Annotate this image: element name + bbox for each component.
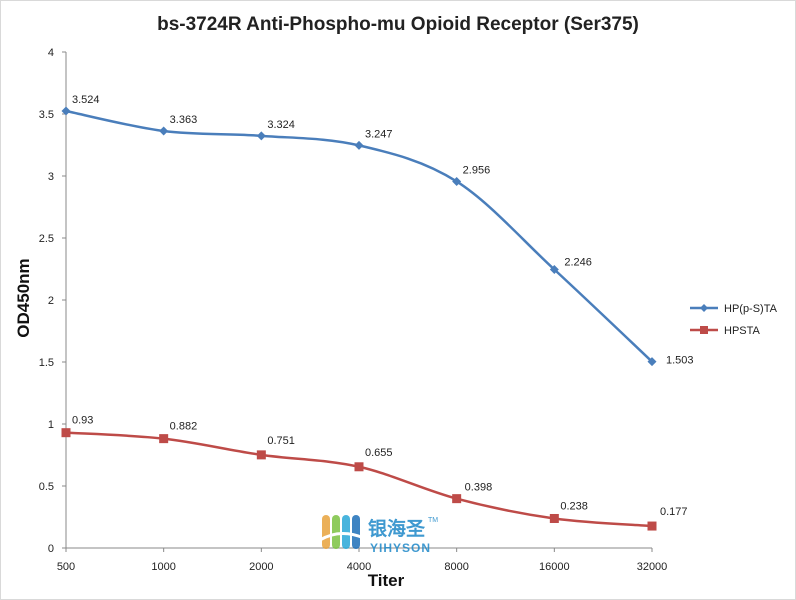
series-0: 3.524 3.363 3.324 3.247 2.956 2.246 1.503 <box>61 94 694 367</box>
watermark-brand-cn: 银海圣 <box>368 517 426 540</box>
data-point-marker <box>354 140 364 150</box>
data-label: 0.93 <box>72 415 93 427</box>
watermark-brand-en: YIHYSON <box>370 541 431 555</box>
y-tick-label: 3.5 <box>39 109 54 121</box>
chart-title: bs-3724R Anti-Phospho-mu Opioid Receptor… <box>157 14 639 35</box>
yihyson-logo-icon <box>319 515 365 549</box>
data-point-marker <box>452 494 462 504</box>
data-point-marker <box>549 513 559 523</box>
data-label: 2.246 <box>564 256 592 268</box>
data-label: 0.177 <box>660 506 688 518</box>
data-point-marker <box>256 131 266 141</box>
x-tick-label: 500 <box>57 561 75 573</box>
y-tick-label: 0.5 <box>39 481 54 493</box>
watermark-trademark: TM <box>428 517 438 524</box>
data-label: 0.882 <box>170 421 198 433</box>
data-point-marker <box>159 434 169 444</box>
watermark: 银海圣 TM YIHYSON <box>319 515 438 555</box>
y-tick-label: 1 <box>48 419 54 431</box>
data-point-marker <box>647 357 657 367</box>
x-tick-label: 16000 <box>539 561 570 573</box>
data-point-marker <box>256 450 266 460</box>
legend-marker <box>700 304 708 312</box>
x-tick-label: 2000 <box>249 561 273 573</box>
data-point-marker <box>159 126 169 136</box>
y-axis-title: OD450nm <box>14 258 33 337</box>
y-tick-label: 2.5 <box>39 233 54 245</box>
data-label: 0.751 <box>267 435 295 447</box>
data-point-marker <box>452 176 462 186</box>
data-label: 0.238 <box>560 500 588 512</box>
y-axis-ticks: 0 0.5 1 1.5 2 2.5 3 3.5 4 <box>39 47 66 555</box>
data-label: 2.956 <box>463 164 491 176</box>
data-point-marker <box>647 521 657 531</box>
data-label: 0.655 <box>365 447 393 459</box>
data-label: 3.524 <box>72 94 100 106</box>
y-tick-label: 2 <box>48 295 54 307</box>
y-tick-label: 3 <box>48 171 54 183</box>
data-label: 3.324 <box>267 119 295 131</box>
x-tick-label: 1000 <box>151 561 175 573</box>
y-tick-label: 0 <box>48 543 54 555</box>
x-tick-label: 8000 <box>444 561 468 573</box>
legend-marker <box>700 326 708 334</box>
data-point-marker <box>549 264 559 274</box>
x-tick-label: 4000 <box>347 561 371 573</box>
axes <box>65 52 652 549</box>
data-label: 3.363 <box>170 114 198 126</box>
y-tick-label: 1.5 <box>39 357 54 369</box>
data-label: 0.398 <box>465 482 493 494</box>
x-axis-ticks: 500 1000 2000 4000 8000 16000 32000 <box>57 548 667 573</box>
legend-label: HP(p-S)TA <box>724 303 778 315</box>
legend: HP(p-S)TA HPSTA <box>690 303 778 337</box>
x-tick-label: 32000 <box>637 561 668 573</box>
legend-label: HPSTA <box>724 325 761 337</box>
x-axis-title: Titer <box>368 571 405 590</box>
series-1: 0.93 0.882 0.751 0.655 0.398 0.238 0.177 <box>61 415 688 531</box>
data-point-marker <box>61 428 71 438</box>
data-point-marker <box>61 106 71 116</box>
data-point-marker <box>354 462 364 472</box>
data-label: 3.247 <box>365 128 393 140</box>
data-label: 1.503 <box>666 355 694 367</box>
y-tick-label: 4 <box>48 47 54 59</box>
